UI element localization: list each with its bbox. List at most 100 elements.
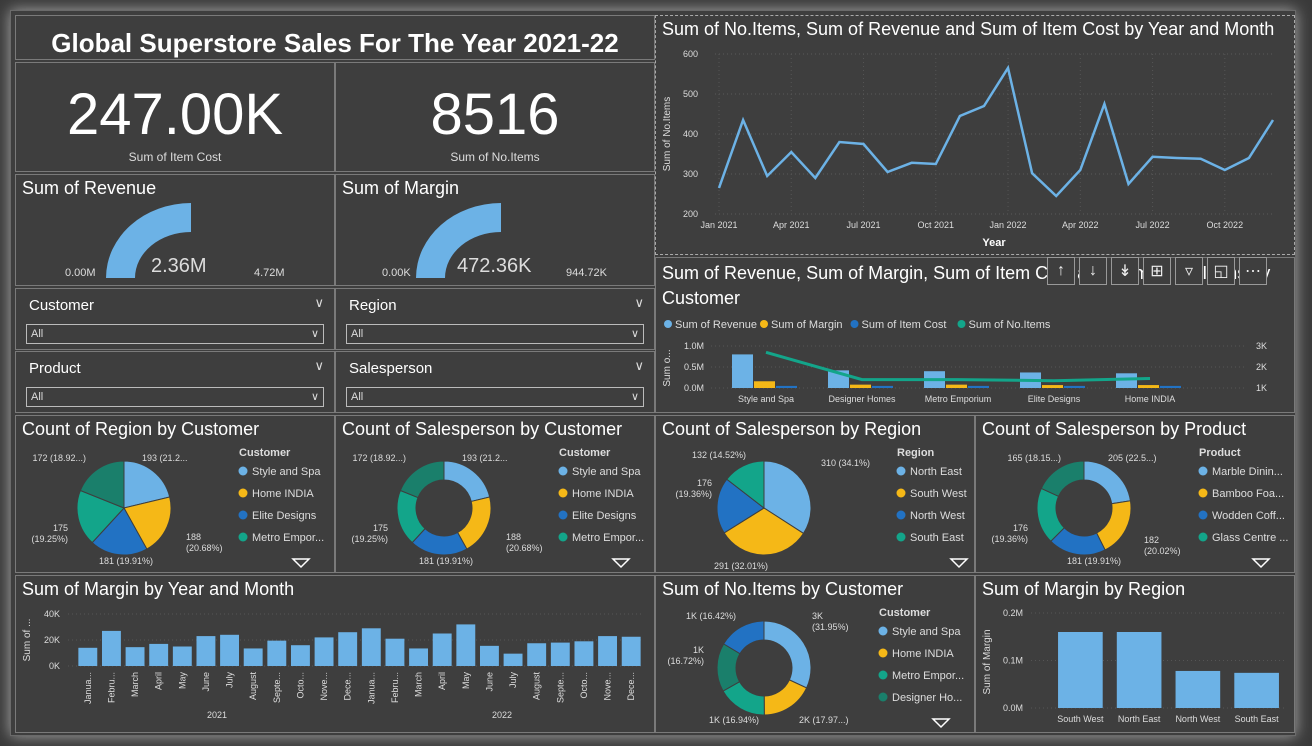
bar [290, 645, 310, 666]
legend-label: South East [910, 532, 964, 544]
expand-hierarchy-icon[interactable]: ⊞ [1143, 257, 1171, 285]
data-label: 3K (31.95%) [812, 611, 849, 632]
data-label: 188 (20.68%) [506, 532, 543, 553]
x-tick-label: July [225, 672, 235, 689]
legend-marker [760, 320, 768, 328]
x-tick-label: Style and Spa [738, 394, 794, 404]
legend-label: Bamboo Foa... [1212, 488, 1284, 500]
bar [1175, 670, 1221, 708]
bar [409, 648, 429, 666]
kpi-card-no-items[interactable]: 8516 Sum of No.Items [335, 62, 655, 172]
bar [1058, 632, 1103, 708]
legend-marker [664, 320, 672, 328]
gauge-value: 2.36M [151, 255, 207, 277]
filter-icon[interactable]: ▿ [1175, 257, 1203, 285]
visual-header-toolbar: ↑ ↓ ↡ ⊞ ▿ ◱ ⋯ [1047, 257, 1267, 285]
legend-marker [1198, 466, 1208, 476]
chevron-down-icon[interactable]: ∨ [314, 358, 324, 373]
chart-items-by-month[interactable]: Sum of No.Items, Sum of Revenue and Sum … [655, 15, 1295, 255]
bar [432, 633, 452, 666]
more-options-icon[interactable]: ⋯ [1239, 257, 1267, 285]
group-label: 2022 [492, 710, 512, 720]
x-tick-label: August [248, 672, 258, 701]
arrow-up-icon[interactable]: ↑ [1047, 257, 1075, 285]
data-label: 193 (21.2... [462, 453, 508, 463]
y-tick-label: 300 [683, 169, 698, 179]
slicer-dropdown[interactable]: All ∨ [346, 324, 644, 344]
chart-salesperson-by-region[interactable]: Count of Salesperson by Region 310 (34.1… [655, 415, 975, 573]
gauge-fill [416, 203, 501, 278]
chart-items-by-customer[interactable]: Sum of No.Items by Customer 3K (31.95%) 2K… [655, 575, 975, 733]
chevron-down-icon[interactable]: ∨ [634, 295, 644, 310]
kpi-value: 247.00K [66, 82, 284, 147]
bar [1064, 385, 1085, 388]
chart-region-by-customer[interactable]: Count of Region by Customer 193 (21.2...… [15, 415, 335, 573]
gauge-min: 0.00K [382, 267, 411, 279]
chevron-down-icon [949, 558, 969, 569]
gauge-revenue[interactable]: Sum of Revenue 0.00M 2.36M 4.72M [15, 174, 335, 286]
x-tick-label: August [532, 672, 542, 701]
arrow-down-icon[interactable]: ↓ [1079, 257, 1107, 285]
chart-salesperson-by-customer[interactable]: Count of Salesperson by Customer 193 (21… [335, 415, 655, 573]
gauge-fill [106, 203, 191, 278]
gauge-margin[interactable]: Sum of Margin 0.00K 472.36K 944.72K [335, 174, 655, 286]
bar [968, 385, 989, 388]
gauge-title: Sum of Revenue [22, 178, 157, 198]
x-tick-label: March [414, 672, 424, 697]
chevron-down-icon[interactable]: ∨ [314, 295, 324, 310]
legend-label: Metro Empor... [892, 670, 964, 682]
y-tick-label: 1.0M [684, 341, 704, 351]
bar [754, 381, 775, 388]
kpi-value: 8516 [430, 82, 560, 147]
x-tick-label: May [461, 672, 471, 690]
legend-marker [878, 670, 888, 680]
y-tick-label: 0.0M [1003, 703, 1023, 713]
group-label: 2021 [207, 710, 227, 720]
x-tick-label: Septe... [272, 672, 282, 703]
chevron-down-icon: ∨ [630, 328, 639, 340]
data-label: 132 (14.52%) [692, 450, 746, 460]
slicer-dropdown[interactable]: All ∨ [26, 387, 324, 407]
legend-label: Sum of No.Items [969, 319, 1051, 331]
focus-mode-icon[interactable]: ◱ [1207, 257, 1235, 285]
slicer-customer[interactable]: Customer ∨ All ∨ [15, 288, 335, 350]
y2-tick-label: 3K [1256, 341, 1267, 351]
slicer-region[interactable]: Region ∨ All ∨ [335, 288, 655, 350]
legend-label: Wodden Coff... [1212, 510, 1285, 522]
series-line [717, 64, 1275, 198]
bar [1160, 385, 1181, 388]
y-tick-label: 600 [683, 49, 698, 59]
chart-title: Sum of No.Items by Customer [662, 579, 904, 599]
x-tick-label: Jul 2021 [847, 220, 881, 230]
chart-salesperson-by-product[interactable]: Count of Salesperson by Product 205 (22.… [975, 415, 1295, 573]
chevron-down-icon [931, 718, 951, 729]
double-arrow-down-icon[interactable]: ↡ [1111, 257, 1139, 285]
legend-label: Marble Dinin... [1212, 466, 1283, 478]
x-tick-label: Febru... [390, 672, 400, 703]
y2-tick-label: 2K [1256, 362, 1267, 372]
pie-slice [79, 460, 125, 509]
chevron-down-icon[interactable]: ∨ [634, 358, 644, 373]
pie-slice [91, 507, 148, 556]
chart-title: Count of Region by Customer [22, 419, 260, 439]
slicer-dropdown[interactable]: All ∨ [346, 387, 644, 407]
slicer-product[interactable]: Product ∨ All ∨ [15, 351, 335, 413]
data-label: 1K (16.94%) [709, 715, 759, 725]
title-card: Global Superstore Sales For The Year 202… [15, 15, 655, 60]
data-label: 182 (20.02%) [1144, 535, 1181, 556]
bar [598, 636, 618, 666]
kpi-card-item-cost[interactable]: 247.00K Sum of Item Cost [15, 62, 335, 172]
x-tick-label: Nove... [319, 672, 329, 701]
y-axis-title: Sum of ... [22, 619, 33, 662]
data-label: 310 (34.1%) [821, 458, 870, 468]
bar [78, 647, 98, 666]
x-tick-label: April [437, 672, 447, 690]
x-tick-label: Dece... [343, 672, 353, 701]
slicer-dropdown[interactable]: All ∨ [26, 324, 324, 344]
y-tick-label: 40K [44, 609, 60, 619]
chart-margin-by-month[interactable]: Sum of Margin by Year and Month 0K 20K 40K… [15, 575, 655, 733]
y-axis-title: Sum o... [662, 349, 673, 386]
chart-margin-by-region[interactable]: Sum of Margin by Region 0.0M 0.1M 0.2M Sum … [975, 575, 1295, 733]
slicer-salesperson[interactable]: Salesperson ∨ All ∨ [335, 351, 655, 413]
gauge-min: 0.00M [65, 267, 96, 279]
